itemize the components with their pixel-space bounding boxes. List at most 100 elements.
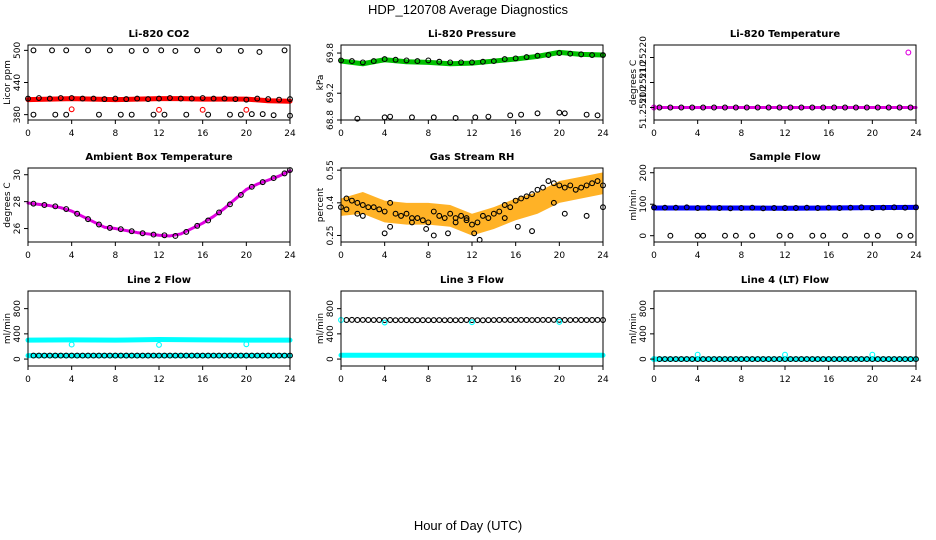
x-tick-label: 24 (284, 251, 296, 261)
data-point (501, 202, 508, 208)
data-point (150, 231, 157, 238)
data-point (700, 104, 707, 111)
x-tick-label: 24 (597, 375, 609, 385)
plot-frame (27, 44, 291, 121)
data-point (496, 208, 503, 215)
data-point (678, 356, 685, 363)
data-point (689, 104, 696, 111)
data-point (96, 111, 102, 118)
y-tick-label: 400 (326, 325, 336, 342)
data-point (847, 356, 854, 363)
data-point (425, 57, 432, 64)
data-point (820, 104, 827, 111)
x-tick-label: 24 (284, 375, 296, 385)
data-point (354, 199, 361, 206)
y-axis-label: ml/min (629, 313, 639, 344)
y-axis-label: ml/min (316, 313, 326, 344)
data-point (256, 49, 263, 55)
data-point (156, 106, 162, 113)
data-point (540, 316, 546, 323)
data-point (556, 318, 563, 325)
data-point (348, 316, 355, 323)
data-point (858, 356, 865, 363)
data-point (52, 352, 59, 359)
data-point (216, 209, 222, 216)
series-red-line (25, 96, 293, 104)
data-point (583, 317, 590, 324)
data-point (359, 212, 366, 219)
data-point (216, 352, 222, 359)
data-point (46, 95, 53, 102)
x-tick-label: 4 (382, 251, 388, 261)
data-point (803, 204, 810, 211)
y-tick-label: 51.25200 (639, 86, 649, 129)
x-tick-label: 12 (153, 251, 164, 261)
data-point (853, 356, 859, 363)
data-point (381, 208, 388, 215)
y-tick-label: 51.25210 (639, 61, 649, 104)
data-point (842, 104, 848, 111)
data-point (227, 352, 233, 359)
data-point (458, 317, 465, 324)
data-point (452, 317, 459, 324)
x-tick-label: 4 (69, 375, 75, 385)
data-point (237, 111, 244, 118)
data-point (656, 104, 663, 111)
data-point (738, 205, 745, 211)
data-point (430, 317, 437, 324)
data-point (594, 112, 601, 119)
data-point (814, 205, 821, 211)
data-point (561, 184, 568, 191)
data-point (270, 112, 277, 119)
data-point (902, 204, 909, 211)
data-point (142, 47, 149, 54)
y-tick-label: 400 (13, 325, 23, 342)
x-tick-label: 20 (554, 129, 566, 139)
data-point (469, 221, 475, 228)
series-magenta-line (26, 169, 292, 238)
data-point (365, 204, 372, 211)
data-point (447, 210, 454, 217)
data-point (30, 47, 37, 54)
data-point (760, 356, 767, 363)
data-point (403, 210, 410, 217)
data-point (518, 316, 525, 323)
data-point (842, 356, 848, 363)
y-tick-label: 100 (639, 195, 649, 212)
y-tick-label: 380 (13, 106, 23, 123)
data-point (409, 219, 415, 226)
data-point (381, 114, 388, 121)
data-point (787, 232, 794, 239)
data-point (683, 356, 690, 363)
data-point (237, 352, 244, 359)
panel-title: Sample Flow (749, 152, 821, 163)
data-point (727, 356, 734, 363)
data-point (572, 186, 579, 193)
x-tick-label: 24 (910, 129, 922, 139)
x-tick-label: 12 (466, 251, 477, 261)
data-point (436, 317, 443, 324)
data-point (874, 356, 881, 363)
data-point (63, 206, 70, 212)
x-tick-label: 20 (554, 251, 566, 261)
x-tick-label: 12 (779, 129, 790, 139)
y-tick-label: 0.55 (326, 160, 336, 180)
data-point (754, 356, 761, 363)
x-tick-label: 0 (651, 251, 657, 261)
data-point (281, 47, 288, 54)
data-point (354, 210, 361, 217)
y-tick-label: 500 (13, 41, 23, 58)
data-point (672, 356, 679, 363)
data-point (49, 47, 55, 54)
data-point (68, 106, 75, 113)
data-point (248, 111, 255, 118)
data-point (858, 204, 865, 211)
data-point (787, 104, 794, 111)
plot-frame (340, 44, 604, 121)
data-point (30, 111, 37, 118)
y-tick-label: 0 (639, 233, 649, 239)
data-point (705, 204, 712, 211)
data-point (501, 215, 508, 222)
data-point (798, 104, 805, 111)
